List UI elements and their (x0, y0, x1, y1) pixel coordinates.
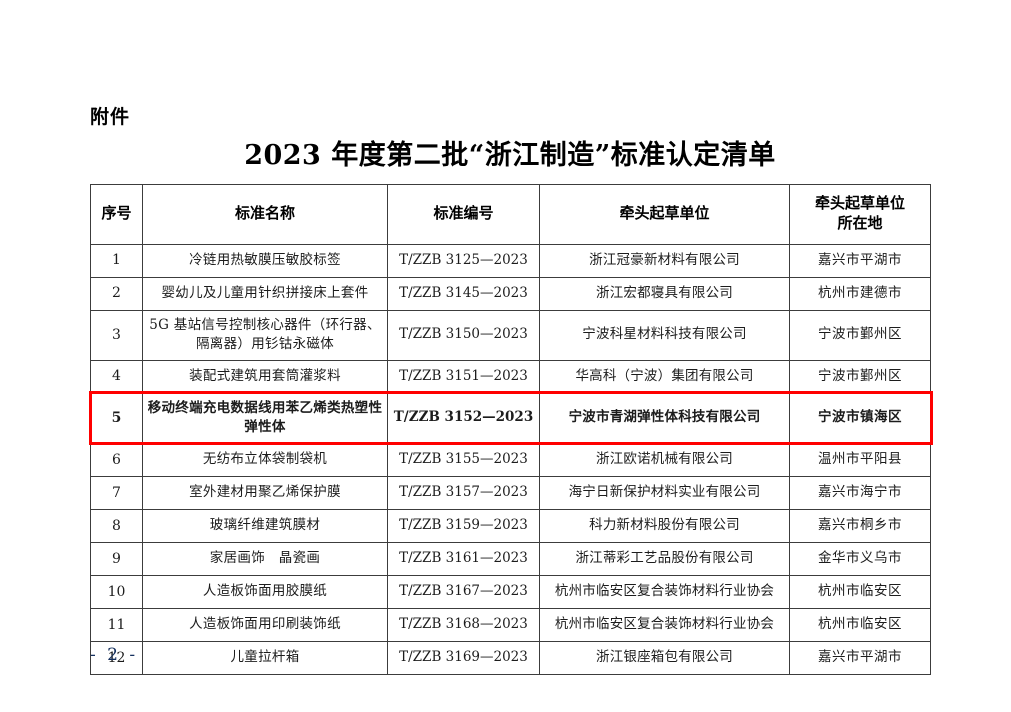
column-header-no: 序号 (90, 184, 143, 245)
cell-organization-location: 宁波市镇海区 (789, 392, 931, 444)
cell-standard-code: T/ZZB 3161—2023 (387, 541, 540, 576)
cell-standard-code: T/ZZB 3159—2023 (387, 508, 540, 543)
column-header-name: 标准名称 (142, 184, 388, 245)
cell-standard-name: 装配式建筑用套筒灌浆料 (142, 359, 388, 394)
cell-serial-number: 8 (90, 508, 143, 543)
attachment-label: 附件 (90, 107, 131, 128)
cell-organization-location: 金华市义乌市 (789, 541, 931, 576)
table-header-row: 序号 标准名称 标准编号 牵头起草单位 牵头起草单位 所在地 (90, 184, 931, 245)
table-row: 10 人造板饰面用胶膜纸 T/ZZB 3167—2023 杭州市临安区复合装饰材料行业… (90, 574, 931, 609)
cell-serial-number: 11 (90, 607, 143, 642)
cell-serial-number: 10 (90, 574, 143, 609)
cell-standard-code: T/ZZB 3125—2023 (387, 243, 540, 278)
cell-lead-organization: 华高科（宁波）集团有限公司 (539, 359, 790, 394)
cell-standard-name: 无纺布立体袋制袋机 (142, 442, 388, 477)
cell-organization-location: 宁波市鄞州区 (789, 359, 931, 394)
cell-organization-location: 嘉兴市平湖市 (789, 243, 931, 278)
cell-standard-name: 室外建材用聚乙烯保护膜 (142, 475, 388, 510)
cell-serial-number: 7 (90, 475, 143, 510)
cell-standard-name: 人造板饰面用胶膜纸 (142, 574, 388, 609)
cell-lead-organization: 浙江宏都寝具有限公司 (539, 276, 790, 311)
cell-standard-code: T/ZZB 3145—2023 (387, 276, 540, 311)
standards-table-container: 序号 标准名称 标准编号 牵头起草单位 牵头起草单位 所在地 1 冷链用热敏膜压敏… (88, 184, 933, 675)
cell-organization-location: 嘉兴市桐乡市 (789, 508, 931, 543)
column-header-code: 标准编号 (387, 184, 540, 245)
cell-lead-organization: 杭州市临安区复合装饰材料行业协会 (539, 574, 790, 609)
cell-standard-name: 玻璃纤维建筑膜材 (142, 508, 388, 543)
cell-lead-organization: 海宁日新保护材料实业有限公司 (539, 475, 790, 510)
cell-standard-name: 儿童拉杆箱 (142, 640, 388, 675)
page-title: 2023 年度第二批“浙江制造”标准认定清单 (244, 140, 776, 171)
table-row: 5 移动终端充电数据线用苯乙烯类热塑性弹性体 T/ZZB 3152—2023 宁波市青… (90, 392, 931, 444)
cell-serial-number: 3 (90, 309, 143, 361)
table-row: 7 室外建材用聚乙烯保护膜 T/ZZB 3157—2023 海宁日新保护材料实业有限公… (90, 475, 931, 510)
table-row: 2 婴幼儿及儿童用针织拼接床上套件 T/ZZB 3145—2023 浙江宏都寝具有限公… (90, 276, 931, 311)
cell-serial-number: 2 (90, 276, 143, 311)
cell-organization-location: 杭州市临安区 (789, 607, 931, 642)
column-header-org: 牵头起草单位 (539, 184, 790, 245)
table-row: 3 5G 基站信号控制核心器件（环行器、隔离器）用钐钴永磁体 T/ZZB 3150—… (90, 309, 931, 361)
cell-standard-code: T/ZZB 3150—2023 (387, 309, 540, 361)
table-row: 1 冷链用热敏膜压敏胶标签 T/ZZB 3125—2023 浙江冠豪新材料有限公司 嘉兴… (90, 243, 931, 278)
cell-serial-number: 1 (90, 243, 143, 278)
cell-standard-code: T/ZZB 3155—2023 (387, 442, 540, 477)
column-header-location-line2: 所在地 (837, 215, 883, 233)
cell-lead-organization: 浙江冠豪新材料有限公司 (539, 243, 790, 278)
cell-serial-number: 4 (90, 359, 143, 394)
cell-standard-name: 5G 基站信号控制核心器件（环行器、隔离器）用钐钴永磁体 (142, 309, 388, 361)
table-row: 12 儿童拉杆箱 T/ZZB 3169—2023 浙江银座箱包有限公司 嘉兴市平湖市 (90, 640, 931, 675)
cell-lead-organization: 宁波科星材料科技有限公司 (539, 309, 790, 361)
cell-organization-location: 宁波市鄞州区 (789, 309, 931, 361)
cell-standard-code: T/ZZB 3151—2023 (387, 359, 540, 394)
cell-organization-location: 杭州市建德市 (789, 276, 931, 311)
cell-lead-organization: 浙江银座箱包有限公司 (539, 640, 790, 675)
cell-lead-organization: 浙江欧诺机械有限公司 (539, 442, 790, 477)
cell-organization-location: 杭州市临安区 (789, 574, 931, 609)
cell-serial-number: 12 (90, 640, 143, 675)
column-header-location-line1: 牵头起草单位 (814, 195, 905, 212)
cell-lead-organization: 科力新材料股份有限公司 (539, 508, 790, 543)
column-header-location: 牵头起草单位 所在地 (789, 184, 931, 245)
cell-standard-name: 冷链用热敏膜压敏胶标签 (142, 243, 388, 278)
cell-standard-code: T/ZZB 3167—2023 (387, 574, 540, 609)
cell-lead-organization: 杭州市临安区复合装饰材料行业协会 (539, 607, 790, 642)
cell-serial-number: 5 (90, 392, 143, 444)
cell-standard-code: T/ZZB 3152—2023 (387, 392, 540, 444)
standards-table: 序号 标准名称 标准编号 牵头起草单位 牵头起草单位 所在地 1 冷链用热敏膜压敏… (90, 184, 931, 675)
cell-lead-organization: 宁波市青湖弹性体科技有限公司 (539, 392, 790, 444)
cell-serial-number: 9 (90, 541, 143, 576)
table-row: 9 家居画饰 晶瓷画 T/ZZB 3161—2023 浙江蒂彩工艺品股份有限公司 金华市… (90, 541, 931, 576)
table-header: 序号 标准名称 标准编号 牵头起草单位 牵头起草单位 所在地 (90, 184, 931, 245)
cell-organization-location: 温州市平阳县 (789, 442, 931, 477)
cell-standard-name: 移动终端充电数据线用苯乙烯类热塑性弹性体 (142, 392, 388, 444)
table-body: 1 冷链用热敏膜压敏胶标签 T/ZZB 3125—2023 浙江冠豪新材料有限公司 嘉兴… (90, 243, 931, 675)
cell-standard-name: 家居画饰 晶瓷画 (142, 541, 388, 576)
table-row: 11 人造板饰面用印刷装饰纸 T/ZZB 3168—2023 杭州市临安区复合装饰材料… (90, 607, 931, 642)
page-number: - 2 - (90, 645, 139, 665)
cell-standard-code: T/ZZB 3169—2023 (387, 640, 540, 675)
table-row: 4 装配式建筑用套筒灌浆料 T/ZZB 3151—2023 华高科（宁波）集团有限公司… (90, 359, 931, 394)
cell-serial-number: 6 (90, 442, 143, 477)
table-row: 8 玻璃纤维建筑膜材 T/ZZB 3159—2023 科力新材料股份有限公司 嘉兴市桐乡… (90, 508, 931, 543)
table-row: 6 无纺布立体袋制袋机 T/ZZB 3155—2023 浙江欧诺机械有限公司 温州市平阳… (90, 442, 931, 477)
cell-standard-code: T/ZZB 3157—2023 (387, 475, 540, 510)
cell-standard-name: 婴幼儿及儿童用针织拼接床上套件 (142, 276, 388, 311)
cell-standard-name: 人造板饰面用印刷装饰纸 (142, 607, 388, 642)
cell-organization-location: 嘉兴市海宁市 (789, 475, 931, 510)
cell-lead-organization: 浙江蒂彩工艺品股份有限公司 (539, 541, 790, 576)
cell-standard-code: T/ZZB 3168—2023 (387, 607, 540, 642)
cell-organization-location: 嘉兴市平湖市 (789, 640, 931, 675)
